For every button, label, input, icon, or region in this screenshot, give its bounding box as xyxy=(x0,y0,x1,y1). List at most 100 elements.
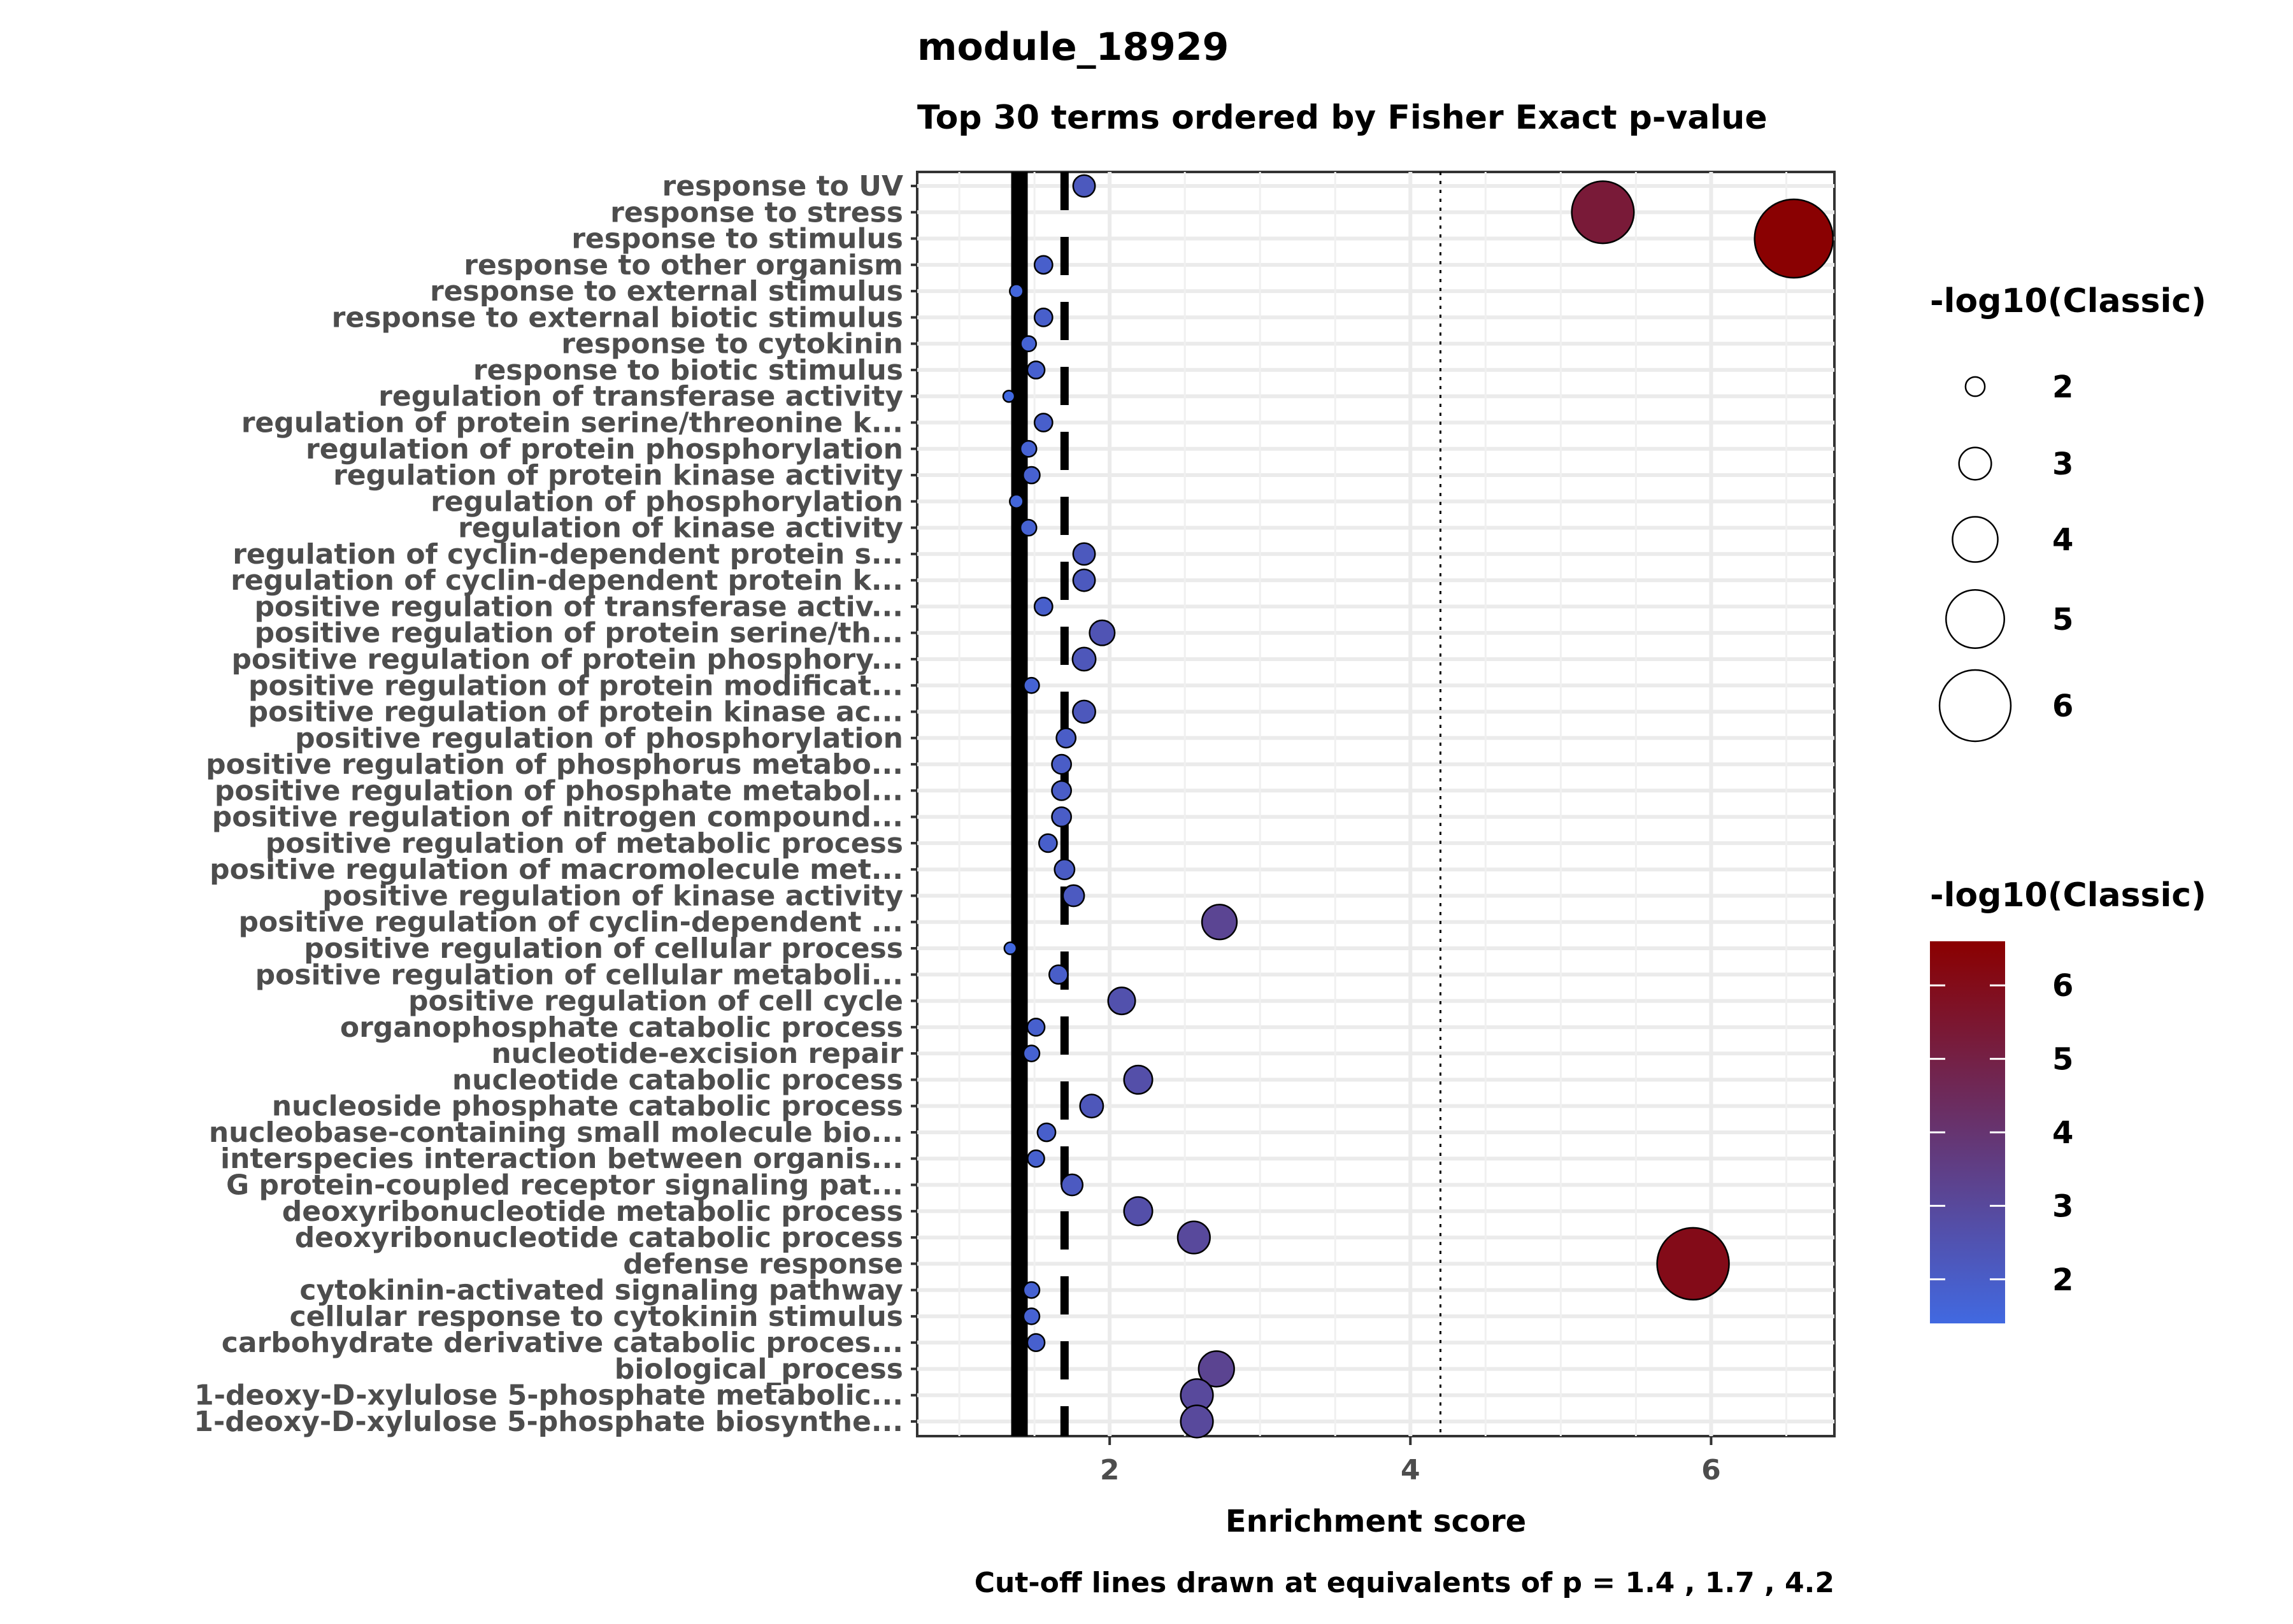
data-point xyxy=(1022,1281,1041,1299)
data-point xyxy=(1002,389,1016,403)
term-label: positive regulation of cyclin-dependent … xyxy=(238,906,903,939)
term-label: G protein-coupled receptor signaling pat… xyxy=(226,1169,903,1202)
term-label: cellular response to cytokinin stimulus xyxy=(290,1300,903,1333)
size-legend-key xyxy=(1958,446,1992,481)
chart-subtitle: Top 30 terms ordered by Fisher Exact p-v… xyxy=(917,99,1768,137)
size-legend-title: -log10(Classic) xyxy=(1930,282,2206,320)
term-label: nucleotide-excision repair xyxy=(491,1037,903,1070)
term-label: 1-deoxy-D-xylulose 5-phosphate biosynthe… xyxy=(194,1406,903,1438)
term-label: regulation of cyclin-dependent protein s… xyxy=(232,538,903,571)
size-legend-label: 4 xyxy=(2052,522,2073,558)
term-label: defense response xyxy=(623,1248,903,1280)
x-axis-title: Enrichment score xyxy=(1225,1504,1526,1539)
term-label: regulation of phosphorylation xyxy=(431,485,903,518)
term-label: nucleoside phosphate catabolic process xyxy=(272,1090,903,1123)
data-point xyxy=(1754,198,1834,279)
data-point xyxy=(1033,413,1054,432)
data-point xyxy=(1051,806,1073,828)
term-label: positive regulation of metabolic process xyxy=(266,827,903,860)
data-point xyxy=(1180,1404,1214,1439)
data-point xyxy=(1571,180,1635,245)
data-point xyxy=(1123,1196,1154,1227)
data-point xyxy=(1062,884,1085,908)
term-label: carbohydrate derivative catabolic proces… xyxy=(222,1327,903,1359)
term-label: positive regulation of protein kinase ac… xyxy=(248,696,903,729)
term-label: positive regulation of protein modificat… xyxy=(248,669,903,702)
term-label: organophosphate catabolic process xyxy=(340,1011,903,1044)
term-label: regulation of protein kinase activity xyxy=(333,459,903,492)
term-label: response to other organism xyxy=(464,249,903,281)
data-point xyxy=(1023,676,1040,694)
data-point xyxy=(1197,1350,1235,1388)
data-point xyxy=(1022,1307,1041,1325)
data-point xyxy=(1020,335,1038,352)
data-point xyxy=(1061,1173,1084,1197)
term-label: response to external biotic stimulus xyxy=(332,301,903,334)
term-label: interspecies interaction between organis… xyxy=(220,1143,903,1175)
data-point xyxy=(1036,1122,1057,1143)
term-label: positive regulation of macromolecule met… xyxy=(210,853,903,886)
term-label: regulation of protein phosphorylation xyxy=(306,433,903,466)
term-label: deoxyribonucleotide metabolic process xyxy=(282,1195,903,1228)
chart-caption: Cut-off lines drawn at equivalents of p … xyxy=(975,1567,1834,1599)
term-label: positive regulation of cellular process xyxy=(304,932,903,965)
data-point xyxy=(1051,753,1073,775)
term-label: biological_process xyxy=(615,1353,903,1385)
size-legend-label: 6 xyxy=(2052,688,2073,724)
term-label: positive regulation of phosphorylation xyxy=(295,722,903,755)
chart-title: module_18929 xyxy=(917,25,1229,69)
data-point xyxy=(1019,439,1038,458)
data-point xyxy=(1009,494,1024,509)
term-label: positive regulation of nitrogen compound… xyxy=(212,801,903,834)
data-point xyxy=(1022,1044,1041,1062)
data-point xyxy=(1019,518,1038,537)
data-point xyxy=(1123,1064,1154,1095)
data-point xyxy=(1038,833,1058,853)
data-point xyxy=(1072,174,1096,198)
data-point xyxy=(1033,308,1054,327)
data-point xyxy=(1071,646,1097,672)
data-point xyxy=(1656,1227,1730,1301)
term-label: positive regulation of cell cycle xyxy=(408,985,903,1018)
data-point xyxy=(1027,1149,1045,1168)
data-point xyxy=(1026,1017,1046,1037)
data-points xyxy=(1002,174,1834,1439)
size-legend-label: 5 xyxy=(2052,602,2073,637)
color-legend-title: -log10(Classic) xyxy=(1930,876,2206,915)
x-axis: 2 4 6 xyxy=(1100,1436,1721,1486)
term-label: regulation of transferase activity xyxy=(378,380,903,413)
data-point xyxy=(1051,780,1073,801)
size-legend-key xyxy=(1964,376,1986,397)
term-label: positive regulation of protein serine/th… xyxy=(255,617,903,650)
term-label: deoxyribonucleotide catabolic process xyxy=(295,1222,903,1254)
data-point xyxy=(1048,964,1069,985)
x-tick-label: 2 xyxy=(1100,1454,1120,1486)
data-point xyxy=(1022,466,1041,485)
term-label: response to cytokinin xyxy=(561,328,903,360)
plot-panel xyxy=(916,171,1836,1437)
term-label: positive regulation of phosphorus metabo… xyxy=(206,748,903,781)
size-legend-key xyxy=(1952,516,1999,563)
data-point xyxy=(1176,1220,1211,1255)
term-label: response to stress xyxy=(610,196,903,229)
term-label: positive regulation of kinase activity xyxy=(322,880,903,912)
data-point xyxy=(1026,360,1046,380)
term-label: 1-deoxy-D-xylulose 5-phosphate metabolic… xyxy=(194,1379,903,1412)
data-point xyxy=(1079,1093,1104,1119)
data-point xyxy=(1009,283,1024,299)
term-label: regulation of cyclin-dependent protein k… xyxy=(231,564,903,597)
data-point xyxy=(1072,568,1096,592)
term-label: response to biotic stimulus xyxy=(473,354,903,387)
color-legend: -log10(Classic) 2 3 4 5 6 xyxy=(1930,876,2206,1323)
data-point xyxy=(1201,904,1238,941)
size-legend: -log10(Classic) 2 3 4 5 6 xyxy=(1930,282,2206,743)
data-point xyxy=(1003,941,1018,955)
term-label: response to UV xyxy=(662,170,904,203)
color-legend-label: 5 xyxy=(2052,1042,2073,1078)
x-tick-label: 4 xyxy=(1401,1454,1420,1486)
data-point xyxy=(1072,699,1096,724)
term-label: nucleobase-containing small molecule bio… xyxy=(209,1116,903,1149)
data-point xyxy=(1107,987,1136,1016)
data-point xyxy=(1033,255,1054,275)
term-label: nucleotide catabolic process xyxy=(452,1064,903,1096)
